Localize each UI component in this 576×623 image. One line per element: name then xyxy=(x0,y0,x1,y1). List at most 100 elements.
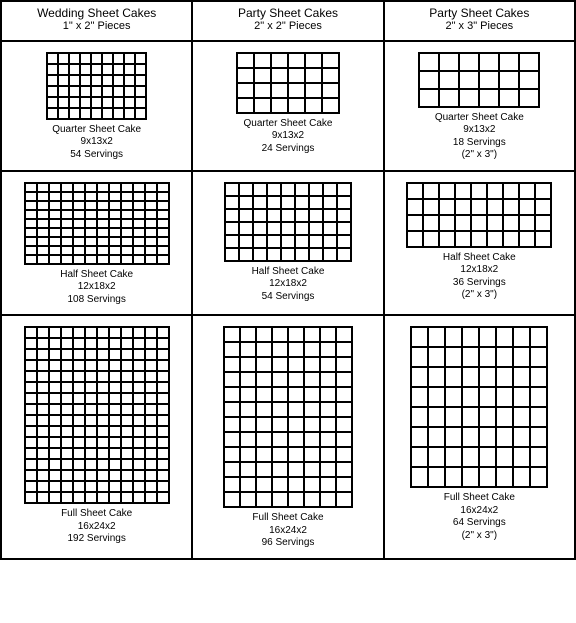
cake-piece xyxy=(157,470,169,481)
cake-piece xyxy=(97,481,109,492)
cake-cell-half-party2x3: Half Sheet Cake 12x18x2 36 Servings (2" … xyxy=(384,171,575,316)
cake-piece xyxy=(239,209,253,222)
cake-piece xyxy=(503,231,519,247)
cake-piece xyxy=(49,349,61,360)
cake-piece xyxy=(240,357,256,372)
cake-piece xyxy=(85,459,97,470)
cake-piece xyxy=(97,404,109,415)
cake-piece xyxy=(240,387,256,402)
cake-piece xyxy=(25,349,37,360)
cake-piece xyxy=(121,470,133,481)
cake-piece xyxy=(320,492,336,507)
cake-piece xyxy=(97,382,109,393)
cake-piece xyxy=(121,201,133,210)
cake-piece xyxy=(97,201,109,210)
cake-servings: 64 Servings xyxy=(444,517,515,530)
cake-piece xyxy=(109,393,121,404)
cake-piece xyxy=(121,338,133,349)
cake-piece xyxy=(145,201,157,210)
cake-piece xyxy=(73,183,85,192)
cake-piece xyxy=(530,427,547,447)
cake-cell-full-wedding: Full Sheet Cake 16x24x2 192 Servings xyxy=(1,315,192,559)
cake-name: Half Sheet Cake xyxy=(443,252,516,265)
cake-piece xyxy=(37,183,49,192)
cake-piece xyxy=(237,53,254,68)
cake-piece xyxy=(445,447,462,467)
cake-piece xyxy=(97,426,109,437)
cake-piece xyxy=(519,199,535,215)
cake-piece xyxy=(37,437,49,448)
cake-dimensions: 9x13x2 xyxy=(52,136,141,149)
cake-dimensions: 12x18x2 xyxy=(60,281,133,294)
cake-piece xyxy=(121,437,133,448)
column-subtitle: 2" x 2" Pieces xyxy=(195,20,380,33)
cake-piece xyxy=(288,68,305,83)
cake-cell-quarter-party2x3: Quarter Sheet Cake 9x13x2 18 Servings (2… xyxy=(384,41,575,171)
cake-piece xyxy=(237,98,254,113)
cake-caption: Quarter Sheet Cake 9x13x2 18 Servings (2… xyxy=(435,112,524,162)
cake-piece xyxy=(272,372,288,387)
cake-piece xyxy=(320,417,336,432)
column-title: Party Sheet Cakes xyxy=(195,6,380,20)
cake-piece xyxy=(49,426,61,437)
cake-piece xyxy=(320,357,336,372)
cake-note: (2" x 3") xyxy=(443,289,516,302)
cake-piece xyxy=(253,196,267,209)
cake-piece xyxy=(519,231,535,247)
cake-piece xyxy=(281,209,295,222)
cake-piece xyxy=(25,404,37,415)
cake-piece xyxy=(97,470,109,481)
cake-piece xyxy=(336,327,352,342)
cake-piece xyxy=(272,387,288,402)
cake-piece xyxy=(337,183,351,196)
cake-piece xyxy=(135,97,146,108)
column-header-1: Party Sheet Cakes 2" x 2" Pieces xyxy=(192,1,383,41)
cake-piece xyxy=(133,183,145,192)
cake-piece xyxy=(73,371,85,382)
cake-piece xyxy=(157,338,169,349)
cake-piece xyxy=(157,459,169,470)
cake-piece xyxy=(97,255,109,264)
cake-piece xyxy=(411,407,428,427)
cake-piece xyxy=(272,477,288,492)
cake-piece xyxy=(121,393,133,404)
cake-piece xyxy=(113,53,124,64)
cake-piece xyxy=(109,201,121,210)
cake-piece xyxy=(462,427,479,447)
cake-piece xyxy=(462,327,479,347)
cake-piece xyxy=(37,481,49,492)
cake-piece xyxy=(85,492,97,503)
cake-piece xyxy=(157,327,169,338)
cake-piece xyxy=(135,75,146,86)
cake-piece xyxy=(496,327,513,347)
cake-piece xyxy=(37,371,49,382)
cake-piece xyxy=(305,68,322,83)
cake-piece xyxy=(145,415,157,426)
cake-piece xyxy=(288,83,305,98)
cake-piece xyxy=(37,459,49,470)
cake-piece xyxy=(271,98,288,113)
cake-piece xyxy=(272,357,288,372)
cake-piece xyxy=(47,75,58,86)
cake-piece xyxy=(157,393,169,404)
column-title: Wedding Sheet Cakes xyxy=(4,6,189,20)
cake-piece xyxy=(304,327,320,342)
cake-piece xyxy=(133,192,145,201)
cake-piece xyxy=(225,183,239,196)
cake-piece xyxy=(69,64,80,75)
cake-piece xyxy=(323,209,337,222)
cake-piece xyxy=(97,246,109,255)
cake-piece xyxy=(145,192,157,201)
cake-piece xyxy=(25,237,37,246)
cake-piece xyxy=(133,470,145,481)
cake-piece xyxy=(305,53,322,68)
cake-piece xyxy=(254,53,271,68)
cake-piece xyxy=(102,97,113,108)
cake-piece xyxy=(157,371,169,382)
cake-piece xyxy=(320,342,336,357)
cake-piece xyxy=(336,357,352,372)
cake-piece xyxy=(133,327,145,338)
cake-piece xyxy=(91,53,102,64)
cake-piece xyxy=(47,64,58,75)
cake-piece xyxy=(61,228,73,237)
